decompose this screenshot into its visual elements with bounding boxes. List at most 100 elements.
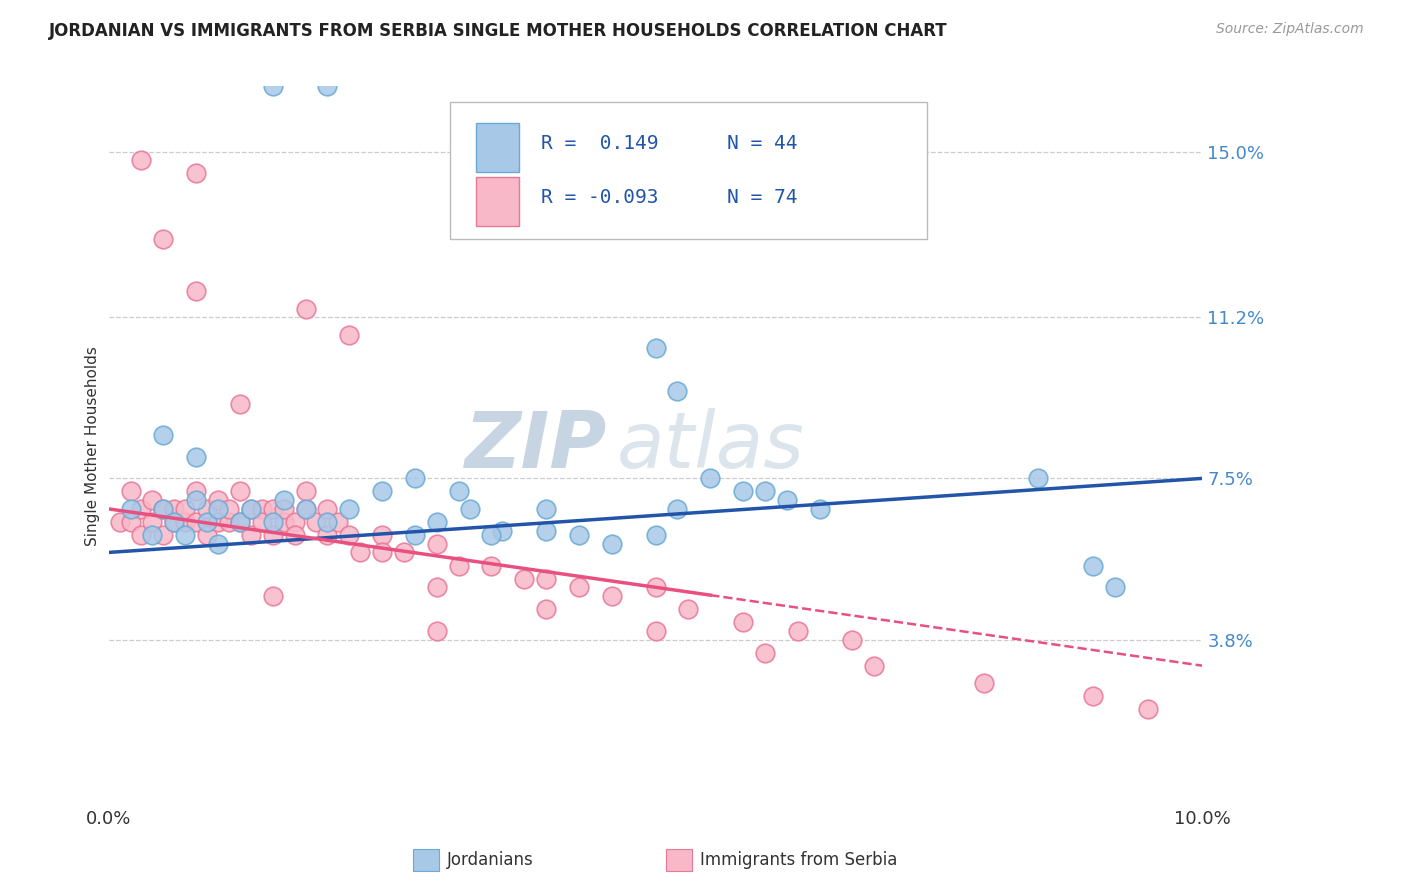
- Point: [426, 580, 449, 594]
- Point: [666, 384, 689, 399]
- Point: [600, 589, 623, 603]
- Point: [426, 624, 449, 638]
- Point: [337, 501, 360, 516]
- Point: [273, 493, 295, 508]
- Point: [678, 602, 700, 616]
- Point: [131, 528, 153, 542]
- Point: [174, 501, 197, 516]
- Point: [316, 515, 339, 529]
- Text: R = -0.093: R = -0.093: [541, 188, 658, 207]
- Point: [294, 484, 316, 499]
- Point: [776, 493, 799, 508]
- Point: [644, 624, 666, 638]
- Point: [481, 558, 503, 573]
- Point: [284, 528, 307, 542]
- Point: [186, 484, 208, 499]
- FancyBboxPatch shape: [477, 177, 519, 227]
- Text: N = 44: N = 44: [727, 135, 797, 153]
- Point: [195, 515, 218, 529]
- Point: [239, 501, 262, 516]
- Point: [250, 501, 273, 516]
- Point: [316, 528, 339, 542]
- Point: [152, 528, 174, 542]
- Point: [174, 515, 197, 529]
- Point: [294, 501, 316, 516]
- Point: [141, 528, 163, 542]
- Point: [316, 79, 339, 94]
- Point: [644, 341, 666, 355]
- Point: [392, 545, 415, 559]
- Point: [163, 501, 186, 516]
- Point: [1028, 471, 1050, 485]
- Point: [481, 528, 503, 542]
- Point: [1104, 580, 1126, 594]
- Point: [262, 528, 284, 542]
- Point: [239, 528, 262, 542]
- Text: Jordanians: Jordanians: [447, 851, 534, 869]
- Point: [371, 484, 394, 499]
- Point: [458, 501, 481, 516]
- Point: [337, 327, 360, 342]
- Point: [644, 528, 666, 542]
- Point: [218, 501, 240, 516]
- Point: [786, 624, 808, 638]
- Point: [262, 515, 284, 529]
- Point: [568, 580, 591, 594]
- Point: [371, 528, 394, 542]
- Point: [294, 301, 316, 316]
- Point: [600, 537, 623, 551]
- Point: [731, 484, 754, 499]
- Point: [973, 676, 995, 690]
- Point: [426, 537, 449, 551]
- Point: [337, 528, 360, 542]
- Point: [152, 501, 174, 516]
- Point: [262, 501, 284, 516]
- Point: [316, 501, 339, 516]
- Point: [404, 471, 426, 485]
- Point: [534, 572, 557, 586]
- Point: [349, 545, 371, 559]
- Point: [195, 528, 218, 542]
- Point: [120, 484, 142, 499]
- Point: [262, 79, 284, 94]
- Point: [754, 484, 776, 499]
- Point: [186, 515, 208, 529]
- Point: [754, 646, 776, 660]
- Point: [131, 153, 153, 168]
- Point: [808, 501, 831, 516]
- Point: [305, 515, 328, 529]
- Point: [207, 537, 229, 551]
- Point: [229, 515, 252, 529]
- Text: ZIP: ZIP: [464, 408, 606, 483]
- Point: [218, 515, 240, 529]
- Y-axis label: Single Mother Households: Single Mother Households: [86, 346, 100, 546]
- Point: [404, 528, 426, 542]
- Point: [644, 580, 666, 594]
- FancyBboxPatch shape: [477, 123, 519, 172]
- Text: R =  0.149: R = 0.149: [541, 135, 658, 153]
- Point: [152, 232, 174, 246]
- Point: [163, 515, 186, 529]
- Point: [186, 166, 208, 180]
- Text: N = 74: N = 74: [727, 188, 797, 207]
- Point: [186, 493, 208, 508]
- Text: JORDANIAN VS IMMIGRANTS FROM SERBIA SINGLE MOTHER HOUSEHOLDS CORRELATION CHART: JORDANIAN VS IMMIGRANTS FROM SERBIA SING…: [49, 22, 948, 40]
- Point: [120, 515, 142, 529]
- Point: [108, 515, 131, 529]
- Point: [195, 501, 218, 516]
- Point: [328, 515, 350, 529]
- Point: [163, 515, 186, 529]
- Point: [207, 501, 229, 516]
- Point: [186, 450, 208, 464]
- Point: [262, 589, 284, 603]
- Point: [1136, 702, 1159, 716]
- Point: [141, 515, 163, 529]
- Point: [513, 572, 536, 586]
- Point: [568, 528, 591, 542]
- Point: [1081, 689, 1104, 703]
- Point: [447, 484, 470, 499]
- Point: [186, 284, 208, 298]
- Point: [841, 632, 863, 647]
- Point: [207, 515, 229, 529]
- Point: [534, 501, 557, 516]
